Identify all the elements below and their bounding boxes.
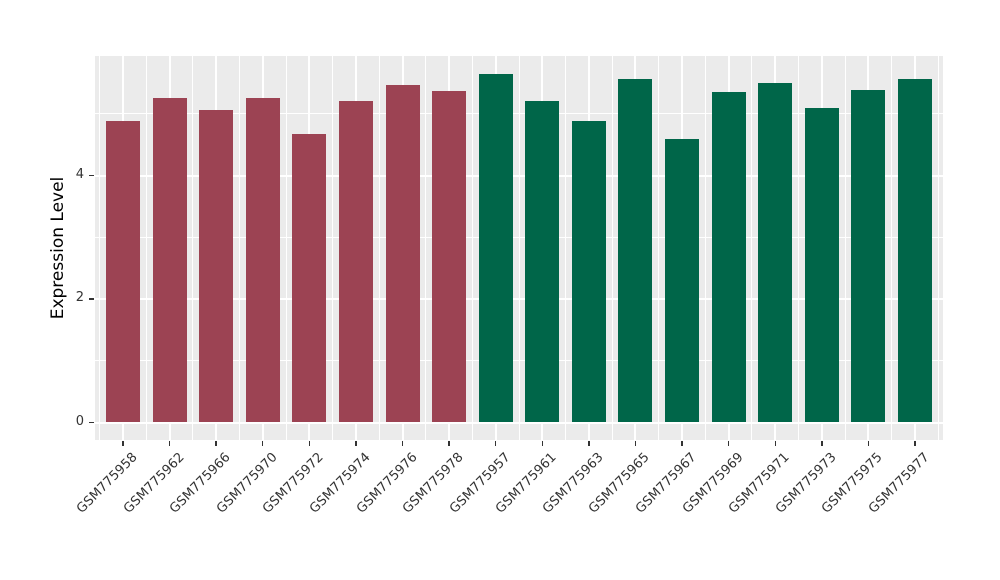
bar-GSM775963 [571,121,606,423]
x-minor-gridline [285,56,287,440]
bar-GSM775969 [711,91,746,423]
bar-GSM775962 [152,97,187,423]
x-minor-gridline [751,56,753,440]
x-tick-mark [914,440,916,446]
x-minor-gridline [704,56,706,440]
bar-GSM775972 [292,134,327,423]
y-tick-mark [89,298,94,300]
x-tick-mark [308,440,311,446]
bar-GSM775978 [432,90,467,423]
bar-GSM775974 [338,100,373,423]
y-tick-mark [89,421,94,424]
x-minor-gridline [378,56,380,440]
x-tick-mark [494,440,497,446]
x-minor-gridline [425,56,427,440]
x-tick-mark [681,440,683,446]
x-minor-gridline [565,56,567,440]
x-tick-mark [634,440,637,446]
bar-GSM775958 [105,121,140,423]
x-tick-mark [401,440,404,446]
x-tick-mark [541,440,544,446]
bar-GSM775961 [525,100,560,423]
bar-GSM775970 [245,97,280,423]
bar-GSM775976 [385,85,420,423]
bar-GSM775977 [898,78,933,423]
y-tick-label-2: 2 [75,290,84,305]
bar-GSM775957 [478,74,513,423]
x-tick-mark [774,440,776,446]
x-tick-mark [727,440,730,446]
x-tick-mark [588,440,590,446]
y-tick-mark [89,174,94,177]
bar-GSM775966 [199,110,234,423]
x-tick-mark [867,440,870,446]
x-minor-gridline [798,56,800,440]
bar-GSM775971 [758,83,793,423]
x-tick-mark [448,440,450,446]
x-minor-gridline [238,56,240,440]
bar-GSM775967 [665,139,700,423]
x-tick-mark [355,440,357,446]
x-minor-gridline [611,56,613,440]
x-minor-gridline [99,56,101,440]
x-minor-gridline [145,56,147,440]
x-tick-mark [261,440,264,446]
x-minor-gridline [844,56,846,440]
y-tick-label-4: 4 [75,166,84,182]
x-tick-mark [821,440,823,446]
bar-GSM775973 [804,107,839,423]
x-minor-gridline [471,56,473,440]
x-tick-mark [168,440,171,446]
bar-GSM775975 [851,89,886,423]
x-minor-gridline [937,56,939,440]
x-minor-gridline [518,56,520,440]
x-tick-mark [215,440,217,446]
bar-GSM775965 [618,79,653,423]
x-tick-mark [122,440,124,446]
x-minor-gridline [658,56,660,440]
x-minor-gridline [891,56,893,440]
x-minor-gridline [332,56,334,440]
x-minor-gridline [192,56,194,440]
y-tick-label-0: 0 [75,413,84,429]
